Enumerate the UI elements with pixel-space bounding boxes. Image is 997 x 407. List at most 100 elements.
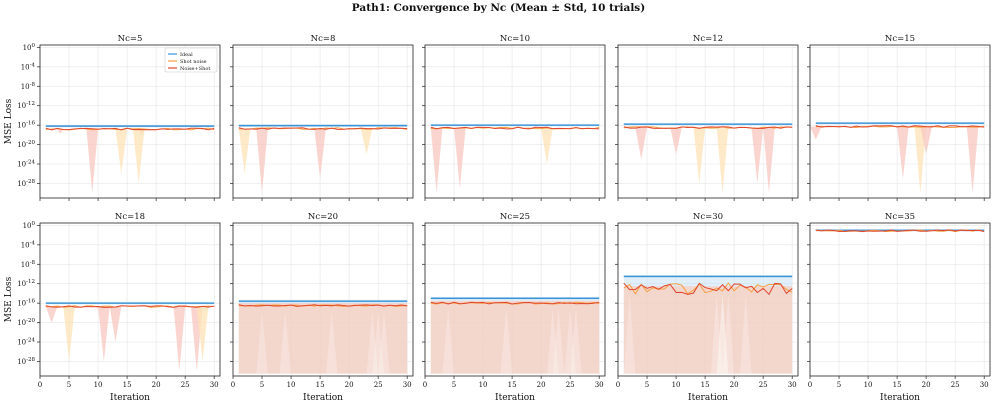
y-tick-label: 10-12 <box>17 101 35 110</box>
subplot-4: Nc=15 <box>807 34 991 201</box>
std-band-dip <box>920 126 932 155</box>
std-band-gap <box>716 293 729 374</box>
y-tick-label: 10-24 <box>17 338 35 347</box>
std-band-dip <box>238 128 251 174</box>
std-band-gap <box>570 308 582 374</box>
x-tick-label: 5 <box>837 381 841 389</box>
std-band-gap <box>739 293 752 374</box>
legend-label: Shot noise <box>180 59 207 65</box>
std-band-dip <box>454 128 466 189</box>
x-tick-label: 15 <box>701 381 710 389</box>
std-band-dip <box>635 127 648 160</box>
std-band-gap <box>564 308 576 374</box>
std-band-dip <box>966 126 979 194</box>
subplot-8: Nc=30 0 5 10 15 20 25 30 Iteration <box>615 212 799 403</box>
std-band-gap <box>366 310 379 374</box>
std-band-gap <box>279 310 292 374</box>
x-axis-label: Iteration <box>303 393 343 403</box>
x-tick-label: 25 <box>566 381 575 389</box>
std-band-dip <box>360 128 373 155</box>
shot-noise-line <box>623 282 793 295</box>
figure-title: Path1: Convergence by Nc (Mean ± Std, 10… <box>351 2 646 14</box>
axes-frame <box>232 44 414 199</box>
legend-label: Ideal <box>180 52 193 58</box>
subplot-title: Nc=25 <box>500 212 530 222</box>
x-tick-label: 30 <box>788 381 797 389</box>
y-tick-label: 10-28 <box>17 179 35 188</box>
subplot-2: Nc=10 <box>422 34 606 201</box>
axes-frame <box>39 44 221 199</box>
subplot-title: Nc=12 <box>693 34 723 44</box>
noise-shot-line <box>238 127 408 130</box>
x-tick-label: 15 <box>893 381 902 389</box>
x-tick-label: 20 <box>152 381 161 389</box>
y-tick-label: 10-20 <box>17 318 35 327</box>
x-tick-label: 30 <box>403 381 412 389</box>
legend-label: Noise+Shot <box>180 66 210 72</box>
std-band-gap <box>378 310 390 374</box>
std-band-dip <box>196 306 209 362</box>
subplot-title: Nc=8 <box>311 34 336 44</box>
std-band-gap <box>716 293 729 374</box>
x-tick-label: 20 <box>537 381 546 389</box>
plot-area <box>45 301 215 372</box>
plot-area <box>815 229 985 233</box>
noise-shot-line <box>430 126 600 130</box>
std-band-dip <box>430 128 443 194</box>
y-tick-label: 100 <box>23 43 36 52</box>
std-band-gap <box>442 308 455 374</box>
x-axis-label: Iteration <box>688 393 728 403</box>
x-tick-label: 0 <box>616 381 620 389</box>
x-tick-label: 30 <box>595 381 604 389</box>
y-tick-label: 10-8 <box>21 82 36 91</box>
plot-area <box>45 124 215 194</box>
y-tick-label: 10-8 <box>21 260 36 269</box>
y-tick-label: 10-16 <box>17 121 35 130</box>
x-tick-label: 10 <box>479 381 488 389</box>
std-band-dip <box>98 306 110 362</box>
subplot-7: Nc=25 0 5 10 15 20 25 30 Iteration <box>422 212 606 403</box>
axes-frame <box>39 222 221 377</box>
std-band-gap <box>325 310 338 374</box>
x-tick-label: 30 <box>210 381 219 389</box>
std-band-dip <box>57 129 64 134</box>
subplot-title: Nc=20 <box>308 212 338 222</box>
std-band-dip <box>45 306 58 323</box>
axes-frame <box>809 222 991 377</box>
noise-shot-line <box>623 126 793 129</box>
plot-area <box>810 121 985 194</box>
std-band-gap <box>372 310 384 374</box>
x-tick-label: 0 <box>38 381 42 389</box>
y-tick-label: 10-4 <box>21 240 36 249</box>
y-tick-label: 10-12 <box>17 279 35 288</box>
x-tick-label: 10 <box>287 381 296 389</box>
x-axis-label: Iteration <box>110 393 150 403</box>
std-band-gap <box>546 308 559 374</box>
axes-frame <box>424 44 606 199</box>
axes-frame <box>424 222 606 377</box>
x-tick-label: 10 <box>94 381 103 389</box>
y-axis-label: MSE Loss <box>4 276 14 322</box>
x-tick-label: 15 <box>316 381 325 389</box>
x-tick-label: 5 <box>452 381 456 389</box>
std-band-dip <box>897 126 909 179</box>
x-tick-label: 0 <box>808 381 812 389</box>
subplot-title: Nc=30 <box>693 212 723 222</box>
x-axis-label: Iteration <box>495 393 535 403</box>
std-band <box>238 303 408 374</box>
noise-shot-line <box>430 301 600 305</box>
std-band-dip <box>132 129 145 184</box>
noise-shot-line <box>815 229 985 233</box>
x-tick-label: 5 <box>260 381 264 389</box>
y-tick-label: 100 <box>23 221 36 230</box>
x-tick-label: 20 <box>345 381 354 389</box>
y-tick-label: 10-4 <box>21 62 36 71</box>
x-tick-label: 0 <box>231 381 235 389</box>
subplot-6: Nc=20 0 5 10 15 20 25 30 Iteration <box>230 212 414 403</box>
axes-frame <box>232 222 414 377</box>
std-band-gap <box>710 293 723 374</box>
std-band-gap <box>500 308 513 374</box>
subplot-title: Nc=5 <box>118 34 143 44</box>
y-tick-label: 10-20 <box>17 140 35 149</box>
legend-box <box>164 47 218 73</box>
